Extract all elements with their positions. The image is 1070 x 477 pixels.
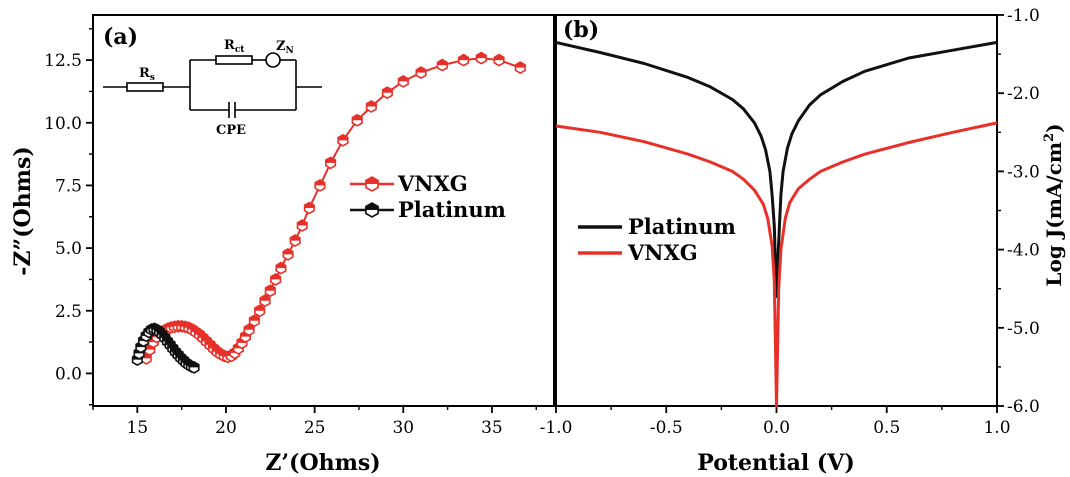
legend-platinum-label: Platinum (398, 197, 506, 222)
y-tick-label: 10.0 (44, 114, 82, 134)
x-tick-label: 25 (304, 418, 326, 438)
vnxg-point (314, 178, 326, 192)
panel-a-y-axis: 0.0 2.5 5.0 7.5 10.0 12.5 (44, 28, 93, 406)
resistor-rs-icon (126, 82, 164, 92)
label-rs: Rs (139, 66, 155, 83)
panel-b-x-axis: -1.0 -0.5 0.0 0.5 1.0 (540, 406, 1011, 438)
y-tick-label: -5.0 (1007, 319, 1040, 339)
vnxg-point (275, 261, 287, 275)
panel-b-legend: Platinum VNXG (578, 214, 736, 265)
vnxg-point (324, 156, 337, 170)
legend-vnxg-label: VNXG (627, 240, 698, 265)
vnxg-line (555, 121, 998, 408)
vnxg-point (397, 74, 409, 88)
vnxg-point (337, 133, 349, 147)
label-rct: Rct (224, 38, 245, 55)
vnxg-point (514, 61, 526, 75)
vnxg-point (296, 219, 308, 232)
y-tick-label: 2.5 (55, 302, 82, 322)
vnxg-point (289, 234, 301, 248)
x-tick-label: 20 (215, 418, 237, 438)
vnxg-point (259, 294, 271, 308)
legend-vnxg-label: VNXG (397, 171, 468, 196)
y-tick-label: -3.0 (1007, 162, 1040, 182)
vnxg-point (475, 51, 487, 65)
vnxg-point (381, 86, 393, 100)
y-tick-label: 5.0 (55, 239, 82, 259)
panel-a-y-axis-label: -Z”(Ohms) (10, 146, 36, 276)
panel-a-x-axis: 15 20 25 30 35 (92, 406, 537, 438)
x-tick-label: 30 (392, 418, 414, 438)
vnxg-point (270, 272, 282, 286)
x-tick-label: 15 (127, 418, 149, 438)
vnxg-point (365, 100, 377, 113)
x-tick-label: 1.0 (983, 418, 1010, 438)
vnxg-point (254, 304, 266, 318)
y-tick-label: 0.0 (55, 364, 82, 384)
y-tick-label: 12.5 (44, 51, 82, 71)
vnxg-point (415, 66, 427, 80)
x-tick-label: -1.0 (540, 418, 573, 438)
legend-platinum-marker (365, 202, 379, 218)
vnxg-point (243, 323, 255, 337)
vnxg-point (351, 113, 363, 127)
vnxg-point (248, 314, 260, 328)
panel-b: (b) -1.0 -0.5 0.0 0.5 1.0 -1.0 -2.0 -3.0 -4.0 -5… (540, 6, 1066, 476)
vnxg-point (303, 201, 315, 215)
y-tick-label: -4.0 (1007, 241, 1040, 261)
x-tick-label: 35 (481, 418, 503, 438)
vnxg-point (264, 284, 276, 298)
panel-a-series-group (131, 51, 526, 374)
vnxg-point (457, 53, 470, 67)
nernst-element-icon (265, 52, 281, 68)
vnxg-point (282, 247, 294, 261)
y-tick-label: -2.0 (1007, 84, 1040, 104)
panel-b-y-axis-label: Log J(mA/cm2) (1042, 123, 1066, 286)
panel-a: (a) 15 20 25 30 35 0.0 2.5 5.0 7.5 10.0 12.5 Z’(O… (10, 14, 555, 476)
platinum-legend-hexagon-icon (365, 202, 379, 218)
panel-b-x-axis-label: Potential (V) (697, 450, 854, 476)
panel-a-legend: VNXG Platinum (350, 171, 506, 222)
x-tick-label: 0.5 (873, 418, 900, 438)
panel-b-y-axis: -1.0 -2.0 -3.0 -4.0 -5.0 -6.0 (997, 6, 1040, 417)
y-tick-label: 7.5 (55, 176, 82, 196)
platinum-line (555, 40, 998, 298)
vnxg-point (493, 53, 505, 67)
panel-a-label: (a) (103, 24, 138, 50)
label-zn: ZN (276, 39, 294, 56)
vnxg-legend-hexagon-icon (365, 176, 379, 192)
panel-a-x-axis-label: Z’(Ohms) (265, 450, 380, 476)
legend-platinum-label: Platinum (628, 214, 736, 239)
vnxg-point (436, 58, 448, 72)
platinum-point (188, 360, 200, 374)
x-tick-label: 0.0 (763, 418, 790, 438)
panel-b-series-group (555, 40, 998, 408)
label-cpe: CPE (216, 123, 246, 138)
panel-b-label: (b) (563, 17, 599, 43)
panel-a-frame (92, 14, 555, 407)
y-tick-label: -1.0 (1007, 6, 1040, 26)
y-tick-label: -6.0 (1007, 397, 1040, 417)
legend-vnxg-marker (365, 176, 379, 192)
x-tick-label: -0.5 (650, 418, 683, 438)
equivalent-circuit-inset: Rs Rct ZN CPE (103, 38, 322, 138)
resistor-rct-icon (215, 55, 253, 65)
